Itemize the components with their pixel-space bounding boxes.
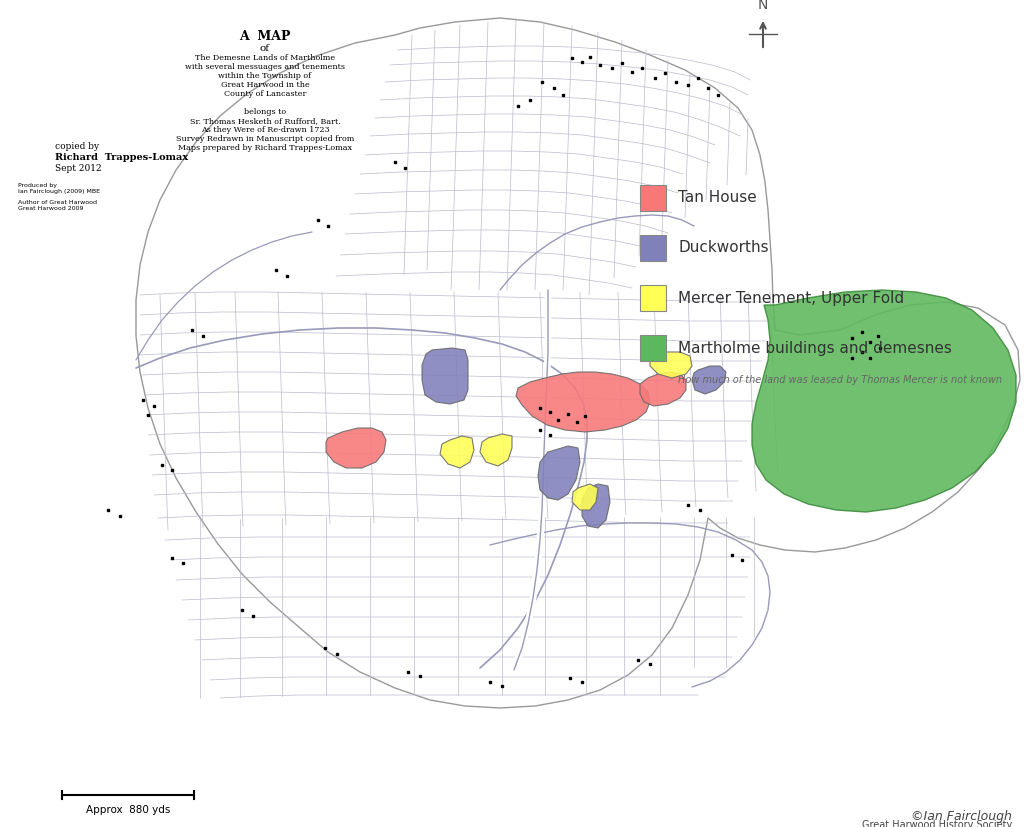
Text: N: N — [758, 0, 768, 12]
Bar — [640, 335, 666, 361]
Text: Duckworths: Duckworths — [678, 241, 769, 256]
Text: Sept 2012: Sept 2012 — [55, 164, 101, 173]
Text: As they Were of Re-drawn 1723: As they Were of Re-drawn 1723 — [201, 126, 330, 134]
Text: belongs to: belongs to — [244, 108, 286, 116]
Polygon shape — [582, 484, 610, 528]
Polygon shape — [326, 428, 386, 468]
Polygon shape — [422, 348, 468, 404]
Text: Maps prepared by Richard Trappes-Lomax: Maps prepared by Richard Trappes-Lomax — [178, 144, 352, 152]
Bar — [640, 235, 666, 261]
Polygon shape — [136, 18, 1020, 708]
Text: The Demesne Lands of Martholme: The Demesne Lands of Martholme — [195, 54, 335, 62]
Text: of: of — [260, 44, 270, 53]
Text: A  MAP: A MAP — [240, 30, 291, 43]
Polygon shape — [440, 436, 474, 468]
Text: within the Township of: within the Township of — [218, 72, 311, 80]
Text: Author of Great Harwood
Great Harwood 2009: Author of Great Harwood Great Harwood 20… — [18, 200, 97, 211]
Polygon shape — [516, 372, 650, 432]
Text: Sr. Thomas Hesketh of Rufford, Bart.: Sr. Thomas Hesketh of Rufford, Bart. — [189, 117, 340, 125]
Text: with several messuages and tenements: with several messuages and tenements — [185, 63, 345, 71]
Text: Great Harwood in the: Great Harwood in the — [220, 81, 309, 89]
Text: Produced by
Ian Fairclough (2009) MBE: Produced by Ian Fairclough (2009) MBE — [18, 183, 100, 194]
Text: ©Ian Fairclough: ©Ian Fairclough — [911, 810, 1012, 823]
Text: Tan House: Tan House — [678, 190, 757, 205]
Text: Richard  Trappes-Lomax: Richard Trappes-Lomax — [55, 153, 188, 162]
Polygon shape — [752, 290, 1016, 512]
Polygon shape — [640, 372, 686, 406]
Polygon shape — [692, 366, 726, 394]
Text: How much of the land was leased by Thomas Mercer is not known: How much of the land was leased by Thoma… — [678, 375, 1002, 385]
Bar — [640, 285, 666, 311]
Text: County of Lancaster: County of Lancaster — [224, 90, 306, 98]
Text: Great Harwood History Society: Great Harwood History Society — [862, 820, 1012, 827]
Text: Survey Redrawn in Manuscript copied from: Survey Redrawn in Manuscript copied from — [176, 135, 354, 143]
Text: copied by: copied by — [55, 142, 99, 151]
Polygon shape — [538, 446, 580, 500]
Bar — [640, 185, 666, 211]
Text: Approx  880 yds: Approx 880 yds — [86, 805, 170, 815]
Polygon shape — [650, 352, 692, 378]
Text: Martholme buildings and demesnes: Martholme buildings and demesnes — [678, 341, 952, 356]
Text: Mercer Tenement, Upper Fold: Mercer Tenement, Upper Fold — [678, 290, 904, 305]
Polygon shape — [572, 484, 598, 510]
Polygon shape — [480, 434, 512, 466]
